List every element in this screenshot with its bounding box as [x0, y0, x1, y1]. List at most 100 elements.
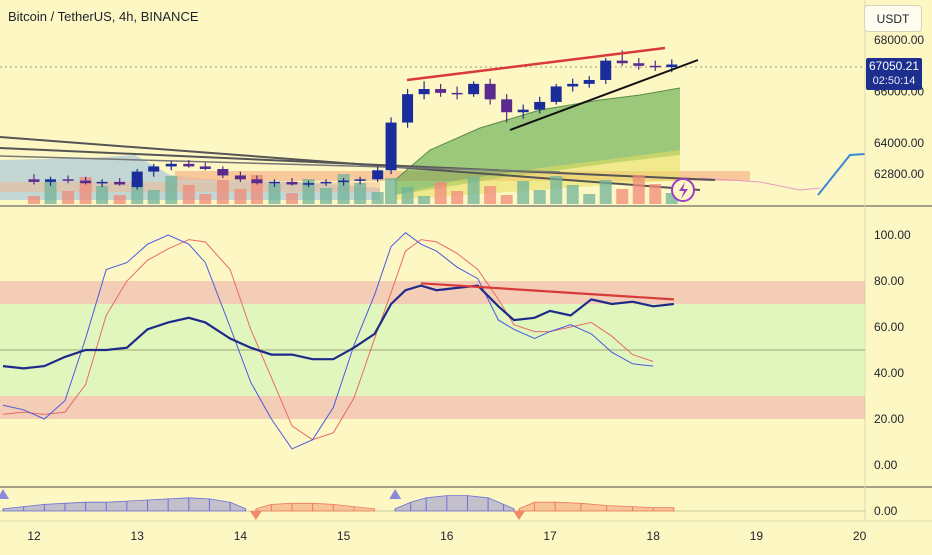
candle-body: [28, 179, 40, 182]
candle-body: [320, 181, 332, 184]
x-tick-label: 16: [440, 529, 454, 543]
histogram-pane: [0, 489, 865, 520]
candle-body: [148, 166, 160, 172]
oscillator-lines: [2, 232, 674, 450]
current-price-value: 67050.21: [868, 59, 920, 73]
osc-y-tick-label: 40.00: [874, 366, 904, 380]
volume-bar: [533, 190, 546, 204]
y-tick-label: 68000.00: [874, 33, 924, 47]
volume-bar: [665, 193, 678, 204]
candle-body: [616, 60, 628, 64]
descending-trendline-3: [0, 155, 561, 173]
volume-bar: [467, 177, 480, 204]
volume-bar: [599, 180, 612, 204]
volume-bar: [484, 186, 497, 204]
volume-bar: [371, 192, 384, 204]
candle-body: [114, 181, 126, 185]
volume-bar: [234, 189, 247, 204]
candle-body: [80, 180, 92, 184]
descending-trendline-2: [0, 147, 716, 181]
volume-bar: [385, 178, 398, 204]
candle-body: [550, 86, 562, 102]
rsi-line: [2, 284, 674, 370]
candles: [28, 50, 678, 190]
resistance-trendline: [406, 46, 666, 82]
candle-body: [268, 181, 280, 184]
volume-bar: [451, 191, 464, 204]
osc-y-tick-label: 100.00: [874, 228, 911, 242]
candle-body: [402, 94, 414, 123]
volume-bar: [44, 182, 57, 204]
ichimoku-cloud-yellow: [395, 150, 680, 200]
cross-up-marker: [389, 489, 402, 499]
candle-body: [234, 175, 246, 180]
volume-bar: [500, 195, 513, 204]
candle-body: [131, 171, 143, 188]
candle-body: [435, 89, 447, 93]
candle-body: [303, 183, 315, 185]
candle-body: [418, 89, 430, 95]
candle-body: [534, 101, 546, 110]
volume-bar: [616, 189, 629, 204]
candle-body: [354, 179, 366, 181]
volume-bar: [250, 175, 263, 204]
candle-body: [468, 83, 480, 95]
volume-bar: [434, 182, 447, 204]
volume-bar: [165, 176, 178, 204]
volume-bar: [28, 196, 40, 204]
volume-bar: [79, 177, 92, 204]
volume-bars: [28, 174, 678, 204]
volume-bar: [182, 185, 195, 204]
volume-bar: [302, 179, 315, 204]
volume-bar: [62, 191, 75, 204]
cross-down-marker: [249, 511, 262, 520]
ichimoku-lagging-line: [699, 177, 821, 191]
candle-body: [600, 60, 612, 80]
y-tick-label: 64000.00: [874, 136, 924, 150]
currency-button[interactable]: USDT: [864, 5, 922, 32]
oscillator-pane: [0, 281, 865, 419]
volume-bar: [320, 188, 333, 204]
candle-body: [666, 64, 678, 68]
hist-area: [394, 495, 515, 512]
lightning-icon-glyph: [679, 182, 688, 199]
candle-body: [385, 122, 397, 171]
support-trendline: [509, 59, 699, 131]
candle-body: [633, 63, 645, 66]
volume-bar: [113, 195, 126, 204]
candle-body: [649, 65, 661, 68]
osc-y-tick-label: 80.00: [874, 274, 904, 288]
x-tick-label: 12: [27, 529, 41, 543]
candle-body: [45, 179, 57, 182]
volume-bar: [199, 194, 212, 204]
volume-bar: [147, 190, 160, 204]
x-tick-label: 17: [543, 529, 557, 543]
volume-bar: [566, 185, 579, 204]
candle-body: [96, 181, 108, 184]
x-tick-label: 18: [647, 529, 661, 543]
candle-body: [567, 83, 579, 87]
osc-band: [0, 396, 865, 419]
current-price-tag: 67050.21 02:50:14: [866, 58, 922, 90]
y-tick-label: 62800.00: [874, 167, 924, 181]
ichimoku-future-cloud: [817, 153, 866, 196]
volume-bar: [583, 194, 596, 204]
candle-body: [62, 179, 74, 181]
cross-down-marker: [513, 511, 526, 520]
candle-countdown: 02:50:14: [872, 75, 916, 87]
candle-body: [484, 83, 496, 100]
volume-bar: [517, 181, 530, 204]
volume-bar: [418, 196, 431, 204]
stoch-d-line: [2, 239, 654, 441]
osc-y-tick-label: 60.00: [874, 320, 904, 334]
candle-body: [286, 181, 298, 185]
hist-y-tick-label: 0.00: [874, 504, 898, 518]
x-tick-label: 20: [853, 529, 867, 543]
candle-body: [517, 109, 529, 113]
hist-area: [255, 502, 375, 512]
volume-bar: [550, 176, 563, 204]
volume-bar: [268, 184, 281, 204]
x-tick-label: 15: [337, 529, 351, 543]
